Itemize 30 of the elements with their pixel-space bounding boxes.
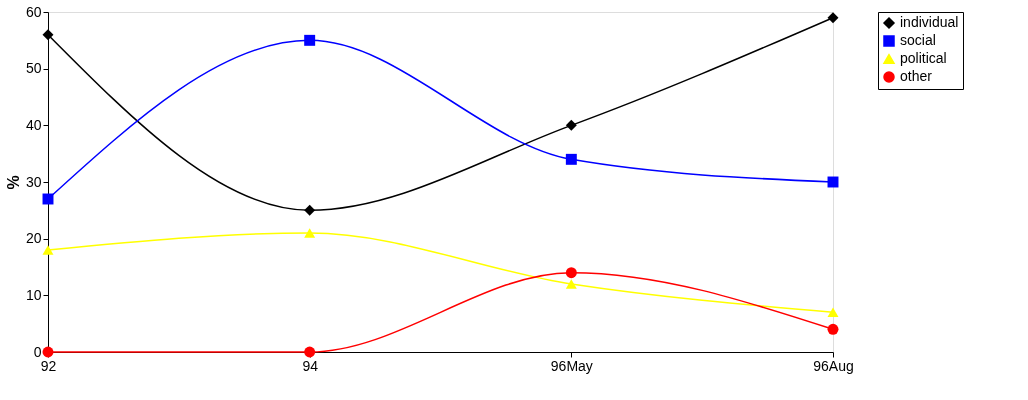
point xyxy=(42,29,54,41)
point xyxy=(827,323,839,335)
point xyxy=(42,346,54,358)
point xyxy=(304,228,316,238)
point xyxy=(827,307,839,318)
x-tick-label: 94 xyxy=(302,357,319,374)
y-tick-label: 40 xyxy=(25,116,42,133)
x-tick-label: 96May xyxy=(550,357,593,374)
y-tick-label: 10 xyxy=(25,286,42,303)
y-tick-label: 30 xyxy=(25,173,42,190)
y-tick-label: 20 xyxy=(25,230,42,247)
point xyxy=(304,34,316,46)
y-tick-label: 60 xyxy=(25,3,42,20)
legend-label: political xyxy=(900,50,947,66)
legend-label: other xyxy=(900,68,933,84)
x-tick-label: 92 xyxy=(40,357,57,374)
point xyxy=(304,204,316,216)
x-tick-label: 96Aug xyxy=(813,357,854,374)
y-axis-title: % xyxy=(4,175,22,190)
point xyxy=(565,153,577,165)
point xyxy=(304,346,316,358)
point xyxy=(827,12,839,24)
point xyxy=(42,245,54,255)
legend-label: social xyxy=(900,32,936,48)
point xyxy=(565,119,577,131)
point xyxy=(565,267,577,279)
y-tick-label: 50 xyxy=(25,60,42,77)
legend-label: individual xyxy=(900,14,959,30)
y-tick-label: 0 xyxy=(33,343,42,360)
point xyxy=(565,279,577,289)
